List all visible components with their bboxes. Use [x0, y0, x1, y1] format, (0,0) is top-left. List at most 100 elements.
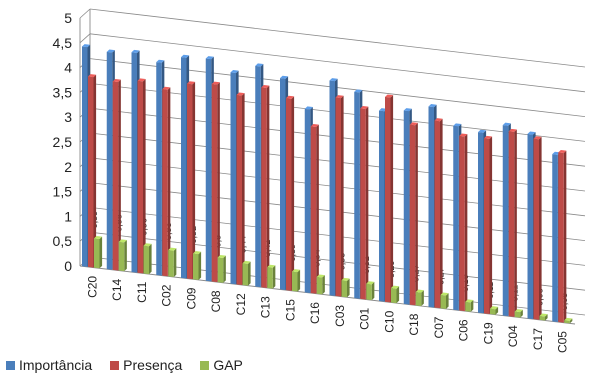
bar-presenca-side	[217, 82, 220, 283]
bar-importancia-top	[230, 69, 239, 73]
bar-importancia-top	[106, 49, 115, 53]
bar-importancia-top	[453, 123, 462, 127]
bar-importancia-top	[181, 54, 190, 58]
bar-gap	[490, 308, 496, 315]
y-tick-label: 3	[64, 109, 72, 125]
bar-gap	[514, 311, 521, 318]
bar-importancia-top	[304, 106, 313, 110]
bar-gap-side	[124, 240, 127, 272]
bar-gap	[292, 271, 298, 292]
bar-importancia-top	[82, 44, 91, 48]
bar-gap	[168, 250, 174, 277]
y-tick-label: 4,5	[53, 35, 73, 51]
bar-presenca-side	[143, 79, 146, 274]
bar-presenca-top	[310, 123, 319, 128]
bar-gap	[193, 253, 199, 280]
legend-label-importancia: Importância	[19, 357, 93, 373]
bar-importancia	[453, 125, 459, 311]
bar-gap-top	[465, 299, 474, 303]
legend-swatch-presenca	[110, 360, 120, 370]
bar-gap	[564, 320, 570, 324]
bar-gap-top	[143, 243, 152, 247]
bar-gap	[341, 280, 347, 298]
y-tick-label: 3,5	[53, 84, 73, 100]
bar-importancia-top	[205, 56, 214, 60]
bar-presenca-side	[341, 95, 344, 297]
bar-importancia-top	[156, 59, 165, 63]
bar-presenca	[508, 131, 515, 317]
bar-presenca	[211, 84, 218, 283]
x-tick-label: C16	[308, 302, 322, 324]
bar-presenca	[162, 89, 168, 277]
bar-presenca-side	[167, 87, 171, 277]
bar-gap	[465, 301, 471, 312]
x-tick-label: C15	[283, 299, 297, 321]
legend-label-gap: GAP	[213, 357, 243, 373]
bar-presenca-side	[539, 136, 542, 320]
y-tick-label: 5	[64, 10, 72, 26]
bar-importancia	[379, 110, 385, 302]
bar-importancia	[106, 51, 113, 270]
bar-gap	[94, 238, 100, 269]
bar-gap	[242, 263, 248, 286]
bar-gap-side	[322, 275, 325, 295]
bar-gap-side	[149, 243, 152, 275]
bar-gap-top	[193, 251, 202, 255]
bar-presenca-top	[360, 105, 369, 110]
bar-gap	[267, 267, 273, 289]
bar-gap-side	[446, 293, 449, 309]
bar-presenca-side	[440, 118, 443, 309]
bar-importancia-top	[131, 49, 140, 53]
y-tick-label: 4	[64, 60, 72, 76]
bar-gap-top	[490, 306, 499, 310]
bar-gap-top	[168, 247, 177, 251]
bar-importancia	[428, 106, 434, 308]
bar-presenca-top	[112, 78, 121, 83]
y-tick-label: 2,5	[53, 134, 73, 150]
y-tick-label: 1	[64, 208, 72, 224]
x-tick-label: C01	[358, 307, 372, 329]
bar-importancia	[329, 80, 335, 296]
bar-importancia	[354, 91, 360, 299]
x-tick-label: C06	[457, 319, 471, 341]
bar-presenca	[459, 135, 465, 312]
bar-presenca-side	[390, 95, 394, 303]
bar-importancia	[304, 108, 311, 293]
bar-presenca-top	[385, 94, 394, 98]
bar-importancia	[82, 46, 88, 267]
bar-presenca-side	[316, 124, 319, 294]
bar-gap-top	[415, 289, 424, 293]
y-tick-label: 1,5	[53, 184, 73, 200]
bar-gap-side	[545, 314, 548, 321]
bar-gap	[118, 241, 125, 272]
bar-gap-top	[292, 269, 301, 273]
bar-presenca	[261, 87, 267, 288]
bar-presenca	[434, 120, 440, 309]
bar-presenca	[137, 80, 143, 274]
x-tick-label: C07	[432, 316, 446, 338]
bar-gap	[143, 245, 149, 275]
bar-presenca-side	[464, 134, 468, 312]
x-tick-label: C09	[184, 287, 198, 309]
bar-presenca	[88, 76, 94, 268]
bar-gap	[415, 291, 422, 306]
bar-gap-top	[366, 281, 375, 285]
bar-gap-top	[267, 264, 276, 268]
bar-gap	[366, 283, 372, 301]
bar-gap-top	[94, 235, 103, 240]
legend: Importância Presença GAP	[6, 356, 243, 374]
bar-presenca-top	[459, 133, 468, 137]
bar-gap-side	[248, 261, 251, 286]
gridline-side	[79, 8, 91, 19]
bar-gap-side	[371, 281, 375, 301]
x-tick-label: C20	[85, 276, 99, 298]
legend-item-gap: GAP	[200, 357, 243, 373]
bar-importancia-top	[329, 78, 338, 82]
bar-importancia	[205, 58, 212, 282]
bar-presenca-side	[266, 85, 270, 288]
bar-gap-side	[347, 278, 350, 298]
bar-gap-side	[569, 318, 573, 324]
x-tick-label: C02	[160, 284, 174, 306]
gridline	[89, 8, 586, 68]
